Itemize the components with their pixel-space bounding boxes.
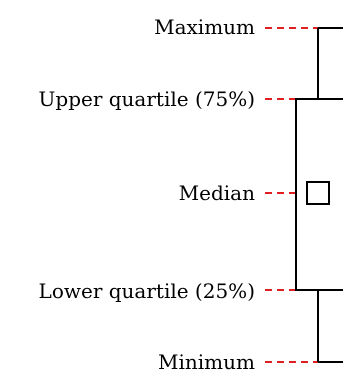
label-maximum: Maximum bbox=[154, 15, 255, 39]
median-marker bbox=[306, 181, 330, 205]
label-minimum: Minimum bbox=[158, 350, 255, 371]
label-median: Median bbox=[179, 181, 255, 205]
label-upper-quartile: Upper quartile (75%) bbox=[39, 87, 255, 111]
label-lower-quartile: Lower quartile (25%) bbox=[39, 279, 255, 303]
